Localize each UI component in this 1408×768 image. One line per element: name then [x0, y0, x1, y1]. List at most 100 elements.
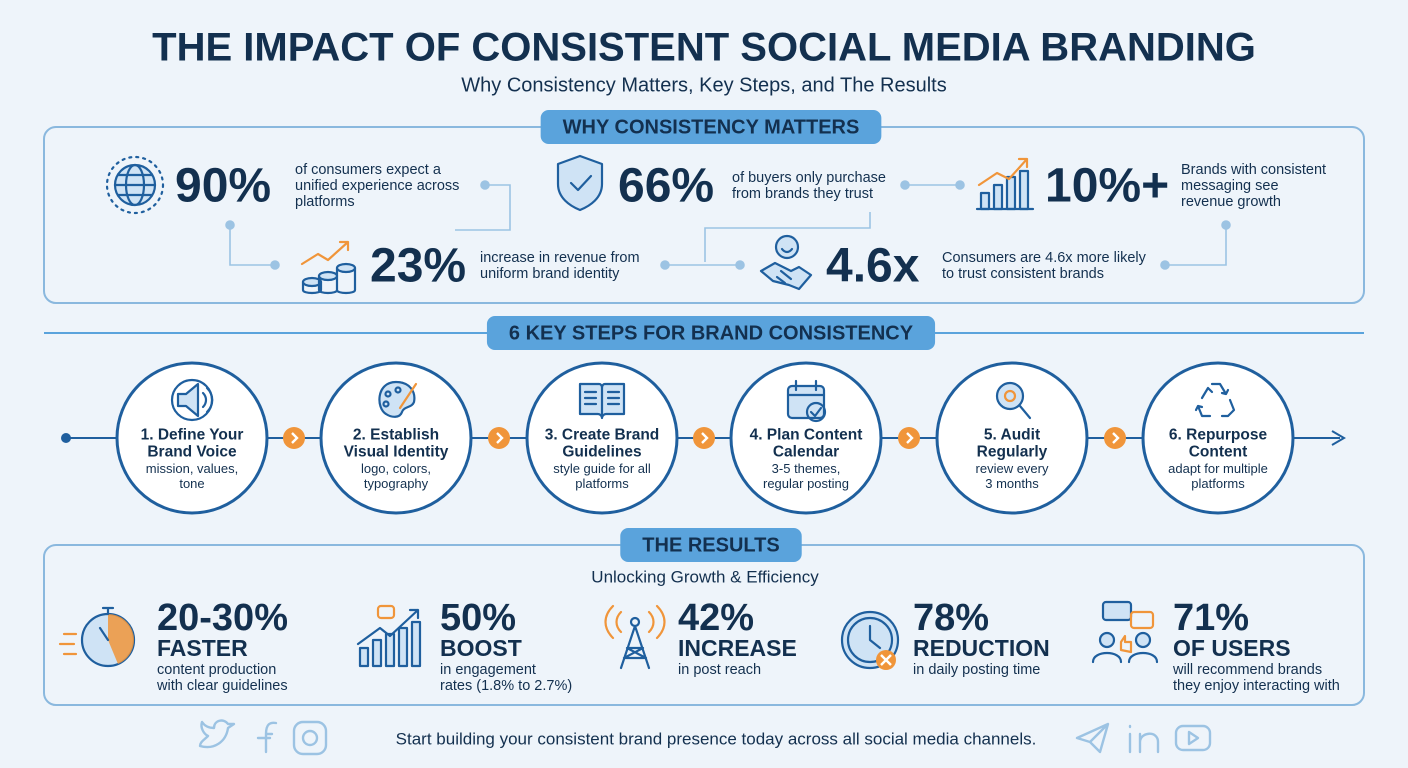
result-text: they enjoy interacting with	[1173, 678, 1340, 694]
icon-part	[301, 266, 357, 295]
result-value: 71%	[1173, 597, 1249, 639]
result-icon	[58, 606, 136, 668]
step-title: Brand Voice	[147, 444, 237, 461]
stat-text: to trust consistent brands	[942, 266, 1104, 282]
icon-part	[629, 616, 641, 628]
icon-part	[846, 616, 894, 664]
step-text: style guide for all	[553, 461, 651, 476]
icon-part	[583, 390, 621, 406]
step-text: review every	[976, 461, 1049, 476]
icon-part	[300, 240, 350, 266]
section-label: 6 KEY STEPS FOR BRAND CONSISTENCY	[509, 322, 914, 344]
step-chevron	[1112, 432, 1120, 444]
stat-text: uniform brand identity	[480, 266, 620, 282]
step-text: mission, values,	[146, 461, 238, 476]
stat-icon	[975, 157, 1035, 211]
step-title: Content	[1189, 444, 1248, 461]
icon-part	[108, 614, 134, 664]
social-icons	[198, 719, 1212, 756]
icon-part	[569, 174, 593, 192]
stat-value: 90%	[175, 160, 271, 213]
step-icon	[170, 378, 214, 422]
icon-part	[780, 247, 794, 254]
stat-text: from brands they trust	[732, 186, 873, 202]
step-title: 2. Establish	[353, 427, 439, 444]
step-icon	[578, 382, 626, 420]
step-icon	[1194, 382, 1236, 418]
step-title: Calendar	[773, 444, 839, 461]
stat-value: 23%	[370, 240, 466, 293]
step-chevron	[291, 432, 299, 444]
step-text: platforms	[1191, 476, 1245, 491]
step-title: Regularly	[977, 444, 1048, 461]
step-text: 3 months	[985, 476, 1039, 491]
step-chevron-bg	[1104, 427, 1126, 449]
icon-part	[358, 646, 370, 668]
step-circle	[1141, 361, 1295, 515]
icon-part	[371, 638, 383, 668]
icon-part	[1018, 404, 1032, 420]
step-text: typography	[364, 476, 429, 491]
result-value: 50%	[440, 597, 516, 639]
step-text: tone	[179, 476, 204, 491]
stat-text: platforms	[295, 194, 355, 210]
result-text: in engagement	[440, 662, 536, 678]
result-text: rates (1.8% to 2.7%)	[440, 678, 572, 694]
step-icon	[378, 380, 418, 418]
icon-part	[1129, 610, 1155, 630]
step-text: 3-5 themes,	[772, 461, 841, 476]
result-value: 20-30%	[157, 597, 288, 639]
stat-text: Consumers are 4.6x more likely	[942, 250, 1147, 266]
result-icon	[356, 604, 422, 668]
icon-part	[170, 378, 214, 422]
result-text: in daily posting time	[913, 662, 1040, 678]
section-label: THE RESULTS	[642, 534, 779, 556]
step-title: 1. Define Your	[141, 427, 244, 444]
title: THE IMPACT OF CONSISTENT SOCIAL MEDIA BR…	[152, 26, 1256, 70]
icon-part	[809, 406, 823, 418]
icon-part	[604, 604, 666, 640]
icon-part	[410, 620, 422, 668]
icon-part	[992, 183, 1004, 211]
step-chevron-bg	[283, 427, 305, 449]
icon-part	[176, 382, 200, 418]
icon-part	[1134, 631, 1152, 649]
stat-text: of buyers only purchase	[732, 170, 886, 186]
result-text: in post reach	[678, 662, 761, 678]
result-value: 78%	[913, 597, 989, 639]
icon-part	[398, 382, 418, 410]
icon-part	[376, 604, 396, 620]
icon-part	[1098, 631, 1116, 649]
stat-text: messaging see	[1181, 178, 1279, 194]
icon-part	[775, 269, 793, 285]
stat-value: 10%+	[1045, 160, 1169, 213]
step-chevron	[496, 432, 504, 444]
icon-part	[805, 401, 827, 423]
section-pill	[620, 528, 802, 562]
result-icon	[840, 610, 900, 670]
stat-icon	[759, 234, 813, 291]
result-text: content production	[157, 662, 276, 678]
icon-part	[995, 381, 1025, 411]
step-chevron	[906, 432, 914, 444]
icon-part	[786, 379, 826, 397]
step-title: 6. Repurpose	[1169, 427, 1268, 444]
result-text: will recommend brands	[1172, 662, 1322, 678]
step-circle	[525, 361, 679, 515]
result-label: INCREASE	[678, 635, 797, 661]
step-circle	[115, 361, 269, 515]
timeline-start	[61, 433, 71, 443]
icon-part	[880, 654, 892, 666]
stat-icon	[105, 155, 165, 215]
icon-part	[384, 390, 392, 398]
subtitle: Why Consistency Matters, Key Steps, and …	[461, 74, 946, 96]
result-label: BOOST	[440, 635, 522, 661]
icon-part	[868, 624, 882, 650]
step-chevron-bg	[488, 427, 510, 449]
step-circle	[729, 361, 883, 515]
stat-icon	[300, 240, 357, 295]
step-chevron-bg	[898, 427, 920, 449]
icon-part	[116, 173, 154, 197]
